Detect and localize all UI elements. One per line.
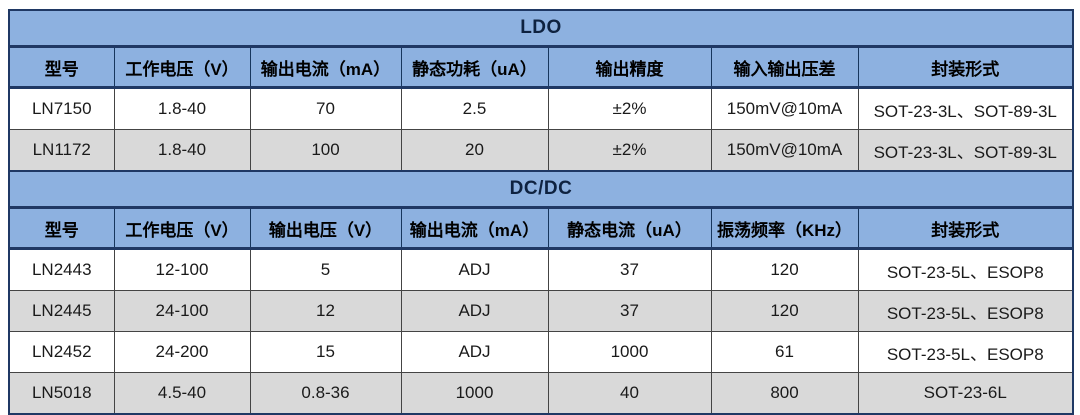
data-cell: ADJ bbox=[400, 290, 549, 332]
table-row-ln2445: LN2445 24-100 12 ADJ 37 120 SOT-23-5L、ES… bbox=[8, 290, 1074, 332]
data-cell: 1000 bbox=[547, 331, 712, 373]
section-row-ldo: LDO bbox=[9, 9, 1073, 48]
data-cell: 12 bbox=[249, 290, 402, 332]
table-row-ln5018: LN5018 4.5-40 0.8-36 1000 40 800 SOT-23-… bbox=[8, 372, 1074, 415]
data-cell: ±2% bbox=[547, 87, 712, 130]
data-cell: ADJ bbox=[400, 331, 549, 373]
header-cell-package: 封装形式 bbox=[857, 207, 1074, 250]
model-cell: LN7150 bbox=[8, 87, 115, 130]
table-row-ln2443: LN2443 12-100 5 ADJ 37 120 SOT-23-5L、ESO… bbox=[8, 248, 1074, 291]
data-cell: 61 bbox=[710, 331, 859, 373]
header-cell-output-accuracy: 输出精度 bbox=[547, 46, 712, 89]
package-cell: SOT-23-5L、ESOP8 bbox=[857, 331, 1074, 373]
header-cell-package: 封装形式 bbox=[857, 46, 1074, 89]
section-row-dcdc: DC/DC bbox=[9, 170, 1073, 209]
data-cell: 1000 bbox=[400, 372, 549, 415]
header-cell-output-voltage: 输出电压（V） bbox=[249, 207, 402, 250]
header-cell-switching-frequency: 振荡频率（KHz） bbox=[710, 207, 859, 250]
header-cell-model: 型号 bbox=[8, 207, 115, 250]
data-cell: 70 bbox=[249, 87, 402, 130]
data-cell: 150mV@10mA bbox=[710, 87, 859, 130]
data-cell: ±2% bbox=[547, 129, 712, 172]
data-cell: 24-200 bbox=[113, 331, 251, 373]
data-cell: 1.8-40 bbox=[113, 129, 251, 172]
data-cell: 4.5-40 bbox=[113, 372, 251, 415]
package-cell: SOT-23-3L、SOT-89-3L bbox=[857, 87, 1074, 130]
data-cell: 40 bbox=[547, 372, 712, 415]
table-row-ln7150: LN7150 1.8-40 70 2.5 ±2% 150mV@10mA SOT-… bbox=[8, 87, 1074, 130]
header-cell-dropout: 输入输出压差 bbox=[710, 46, 859, 89]
data-cell: 800 bbox=[710, 372, 859, 415]
data-cell: 37 bbox=[547, 290, 712, 332]
section-title-ldo: LDO bbox=[9, 9, 1073, 48]
section-title-dcdc: DC/DC bbox=[9, 170, 1073, 209]
header-cell-output-current: 输出电流（mA） bbox=[400, 207, 549, 250]
model-cell: LN2445 bbox=[8, 290, 115, 332]
data-cell: 150mV@10mA bbox=[710, 129, 859, 172]
data-cell: 5 bbox=[249, 248, 402, 291]
data-cell: 24-100 bbox=[113, 290, 251, 332]
data-cell: 20 bbox=[400, 129, 549, 172]
header-cell-output-current: 输出电流（mA） bbox=[249, 46, 402, 89]
ldo-dcdc-spec-table: LDO 型号 工作电压（V） 输出电流（mA） 静态功耗（uA） 输出精度 输入… bbox=[8, 9, 1074, 415]
model-cell: LN2452 bbox=[8, 331, 115, 373]
data-cell: 37 bbox=[547, 248, 712, 291]
ldo-header-row: 型号 工作电压（V） 输出电流（mA） 静态功耗（uA） 输出精度 输入输出压差… bbox=[8, 46, 1074, 89]
header-cell-quiescent-current: 静态电流（uA） bbox=[547, 207, 712, 250]
table-row-ln2452: LN2452 24-200 15 ADJ 1000 61 SOT-23-5L、E… bbox=[8, 331, 1074, 373]
table-row-ln1172: LN1172 1.8-40 100 20 ±2% 150mV@10mA SOT-… bbox=[8, 129, 1074, 172]
data-cell: ADJ bbox=[400, 248, 549, 291]
data-cell: 15 bbox=[249, 331, 402, 373]
package-cell: SOT-23-5L、ESOP8 bbox=[857, 248, 1074, 291]
spec-table-container: LDO 型号 工作电压（V） 输出电流（mA） 静态功耗（uA） 输出精度 输入… bbox=[8, 9, 1074, 415]
data-cell: 120 bbox=[710, 248, 859, 291]
model-cell: LN2443 bbox=[8, 248, 115, 291]
package-cell: SOT-23-3L、SOT-89-3L bbox=[857, 129, 1074, 172]
header-cell-quiescent-power: 静态功耗（uA） bbox=[400, 46, 549, 89]
header-cell-model: 型号 bbox=[8, 46, 115, 89]
header-cell-operating-voltage: 工作电压（V） bbox=[113, 46, 251, 89]
data-cell: 120 bbox=[710, 290, 859, 332]
dcdc-header-row: 型号 工作电压（V） 输出电压（V） 输出电流（mA） 静态电流（uA） 振荡频… bbox=[8, 207, 1074, 250]
data-cell: 12-100 bbox=[113, 248, 251, 291]
header-cell-operating-voltage: 工作电压（V） bbox=[113, 207, 251, 250]
data-cell: 0.8-36 bbox=[249, 372, 402, 415]
model-cell: LN5018 bbox=[8, 372, 115, 415]
data-cell: 1.8-40 bbox=[113, 87, 251, 130]
model-cell: LN1172 bbox=[8, 129, 115, 172]
package-cell: SOT-23-6L bbox=[857, 372, 1074, 415]
data-cell: 2.5 bbox=[400, 87, 549, 130]
data-cell: 100 bbox=[249, 129, 402, 172]
package-cell: SOT-23-5L、ESOP8 bbox=[857, 290, 1074, 332]
